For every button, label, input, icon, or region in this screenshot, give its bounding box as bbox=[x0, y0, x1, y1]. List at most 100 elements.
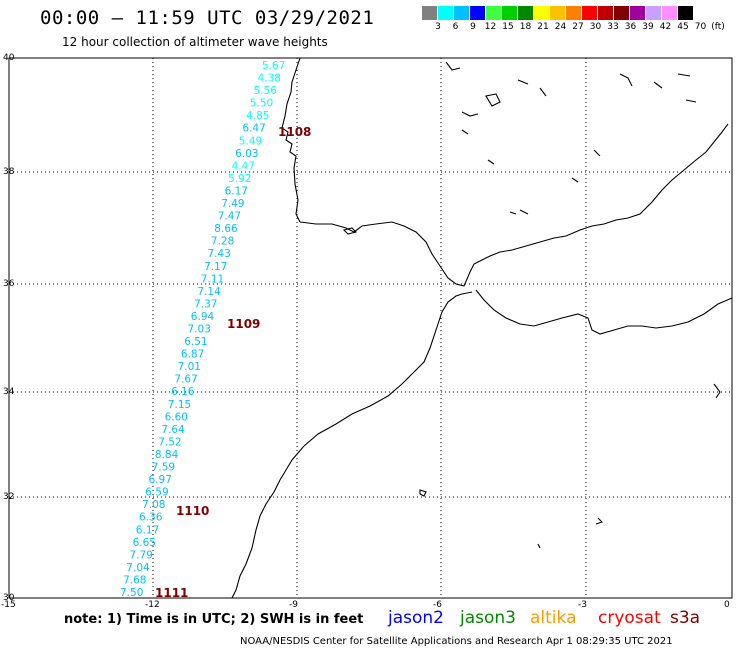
scale-swatch bbox=[582, 6, 598, 20]
wave-height-value: 6.16 bbox=[171, 386, 195, 398]
wave-height-value: 7.28 bbox=[211, 236, 234, 248]
legend-jason3: jason3 bbox=[460, 608, 516, 628]
scale-label: 27 bbox=[572, 22, 584, 32]
scale-label: 42 bbox=[659, 22, 672, 32]
island-3 bbox=[461, 111, 479, 117]
latitude-tick: 34 bbox=[3, 387, 15, 397]
wave-height-value: 5.50 bbox=[250, 98, 273, 110]
scale-label: 18 bbox=[519, 22, 532, 32]
wave-height-value: 5.49 bbox=[239, 135, 262, 147]
scale-label: 39 bbox=[642, 22, 654, 32]
latitude-tick: 30 bbox=[3, 593, 15, 603]
wave-height-labels: 5.674.385.565.504.856.475.496.034.475.92… bbox=[120, 60, 285, 599]
wave-height-value: 5.67 bbox=[262, 60, 285, 72]
island-4 bbox=[517, 79, 529, 85]
wave-height-value: 4.47 bbox=[232, 160, 255, 172]
pass-time-label: 1109 bbox=[227, 317, 260, 331]
scale-label: 12 bbox=[484, 22, 497, 32]
wave-height-value: 7.11 bbox=[201, 273, 224, 285]
wave-height-value: 4.38 bbox=[258, 73, 281, 85]
scale-label: 45 bbox=[677, 22, 689, 32]
island-19 bbox=[487, 159, 495, 165]
wave-height-value: 7.37 bbox=[194, 298, 217, 310]
scale-swatch bbox=[438, 6, 454, 20]
island-9 bbox=[685, 99, 697, 103]
island-5 bbox=[539, 87, 547, 97]
island-6 bbox=[619, 73, 633, 87]
legend-cryosat: cryosat bbox=[598, 608, 661, 628]
scale-swatch bbox=[614, 6, 630, 20]
wave-height-value: 7.08 bbox=[142, 499, 165, 511]
island-12 bbox=[342, 227, 358, 235]
time-labels: 1108 1109 1110 1111 bbox=[155, 125, 311, 600]
island-10 bbox=[593, 149, 601, 157]
wave-height-value: 6.65 bbox=[133, 537, 156, 549]
scale-label: 9 bbox=[470, 22, 476, 32]
wave-height-value: 7.14 bbox=[197, 286, 221, 298]
wave-height-value: 7.79 bbox=[130, 549, 153, 561]
scale-label: 36 bbox=[624, 22, 637, 32]
morocco-coast bbox=[231, 291, 473, 599]
island-8 bbox=[677, 73, 691, 77]
scale-label: 33 bbox=[607, 22, 619, 32]
island-13 bbox=[419, 489, 427, 497]
wave-height-value: 6.17 bbox=[225, 186, 248, 198]
wave-height-value: 8.66 bbox=[214, 223, 238, 235]
wave-height-value: 5.56 bbox=[254, 85, 278, 97]
spain-south-coast bbox=[299, 123, 729, 287]
longitude-tick: -15 bbox=[1, 600, 16, 610]
wave-height-value: 6.51 bbox=[184, 336, 207, 348]
wave-height-value: 7.04 bbox=[126, 562, 150, 574]
scale-swatch bbox=[518, 6, 534, 20]
island-2 bbox=[485, 93, 501, 107]
scale-swatch bbox=[470, 6, 486, 20]
longitude-tick: -9 bbox=[289, 600, 298, 610]
scale-swatch bbox=[566, 6, 582, 20]
island-11 bbox=[509, 209, 529, 215]
map-title: 00:00 – 11:59 UTC 03/29/2021 bbox=[40, 7, 375, 29]
wave-height-value: 7.47 bbox=[218, 211, 241, 223]
wave-height-value: 7.01 bbox=[178, 361, 201, 373]
legend-jason2: jason2 bbox=[388, 608, 444, 628]
wave-height-value: 7.15 bbox=[168, 399, 191, 411]
latitude-tick: 32 bbox=[3, 492, 15, 502]
scale-swatch bbox=[486, 6, 502, 20]
wave-height-value: 7.68 bbox=[123, 575, 146, 587]
wave-height-value: 7.67 bbox=[174, 374, 197, 386]
latitude-tick: 38 bbox=[3, 167, 15, 177]
units-note: note: 1) Time is in UTC; 2) SWH is in fe… bbox=[64, 612, 364, 627]
wave-height-value: 6.59 bbox=[145, 487, 168, 499]
wave-height-value: 6.94 bbox=[191, 311, 215, 323]
wave-height-value: 4.85 bbox=[246, 110, 269, 122]
island-7 bbox=[653, 81, 663, 89]
scale-swatch bbox=[422, 6, 438, 20]
wave-height-value: 6.36 bbox=[139, 512, 163, 524]
africa-north-coast bbox=[475, 289, 733, 335]
wave-height-value: 8.84 bbox=[155, 449, 179, 461]
scale-label: 15 bbox=[502, 22, 514, 32]
wave-height-value: 7.49 bbox=[221, 198, 244, 210]
graticule bbox=[9, 58, 732, 598]
wave-height-value: 6.60 bbox=[165, 411, 188, 423]
portugal-coast bbox=[281, 57, 301, 223]
legend-altika: altika bbox=[530, 608, 577, 628]
longitude-tick: -3 bbox=[578, 600, 587, 610]
pass-time-label: 1108 bbox=[278, 125, 311, 139]
scale-swatch bbox=[598, 6, 614, 20]
scale-label: 70 bbox=[694, 22, 707, 32]
scale-label: (ft) bbox=[711, 22, 725, 32]
island-16 bbox=[713, 383, 721, 399]
wave-height-value: 6.87 bbox=[181, 349, 204, 361]
wave-height-value: 6.47 bbox=[242, 123, 265, 135]
longitude-tick: -12 bbox=[145, 600, 160, 610]
scale-label: 6 bbox=[452, 22, 459, 32]
scale-swatch bbox=[502, 6, 518, 20]
scale-swatch bbox=[454, 6, 470, 20]
scale-label: 3 bbox=[435, 22, 441, 32]
island-15 bbox=[537, 543, 541, 549]
wave-height-value: 7.59 bbox=[152, 462, 175, 474]
scale-label: 21 bbox=[537, 22, 549, 32]
island-14 bbox=[595, 517, 604, 525]
island-1 bbox=[445, 61, 461, 71]
color-scale-swatches bbox=[422, 6, 694, 20]
